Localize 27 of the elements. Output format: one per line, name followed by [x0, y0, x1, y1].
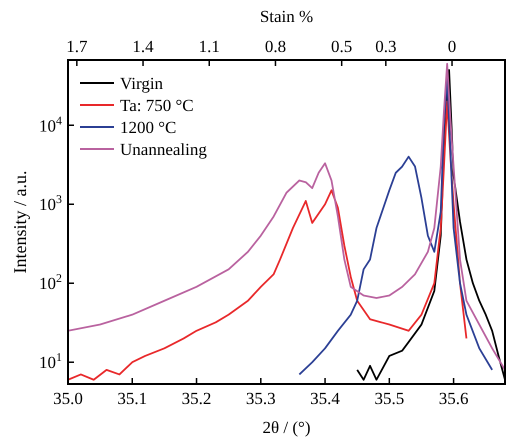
x-axis-title: 2θ / (°)	[262, 418, 310, 437]
x-tick-label: 35.4	[310, 389, 340, 408]
legend-label: Unannealing	[120, 140, 208, 159]
x2-tick-label: 1.7	[66, 37, 88, 56]
y-tick-label: 10$^{1}$	[39, 350, 62, 372]
line-series	[68, 100, 468, 381]
legend-label: 1200 °C	[120, 118, 176, 137]
line-series	[68, 62, 505, 371]
x-tick-label: 35.5	[374, 389, 404, 408]
y-tick-label: 10$^{2}$	[39, 271, 62, 294]
y-axis-title: Intensity / a.u.	[10, 170, 30, 274]
legend-label: Ta: 750 °C	[120, 96, 194, 115]
legend-label: Virgin	[120, 74, 164, 93]
x-tick-label: 35.0	[53, 389, 83, 408]
y-tick-label: 10$^{3}$	[39, 192, 62, 214]
x2-tick-label: 1.4	[132, 37, 154, 56]
x2-tick-label: 0	[448, 37, 456, 56]
x2-tick-label: 0.8	[264, 37, 286, 56]
x2-axis-title: Stain %	[260, 7, 314, 26]
x-tick-label: 35.6	[438, 389, 468, 408]
x2-tick-label: 0.5	[331, 37, 352, 56]
y-tick-label: 10$^{4}$	[39, 113, 62, 136]
x-tick-label: 35.3	[246, 389, 276, 408]
x-tick-label: 35.1	[117, 389, 148, 408]
x-tick-label: 35.2	[182, 389, 212, 408]
x2-tick-label: 1.1	[198, 37, 220, 56]
x2-tick-label: 0.3	[375, 37, 396, 56]
